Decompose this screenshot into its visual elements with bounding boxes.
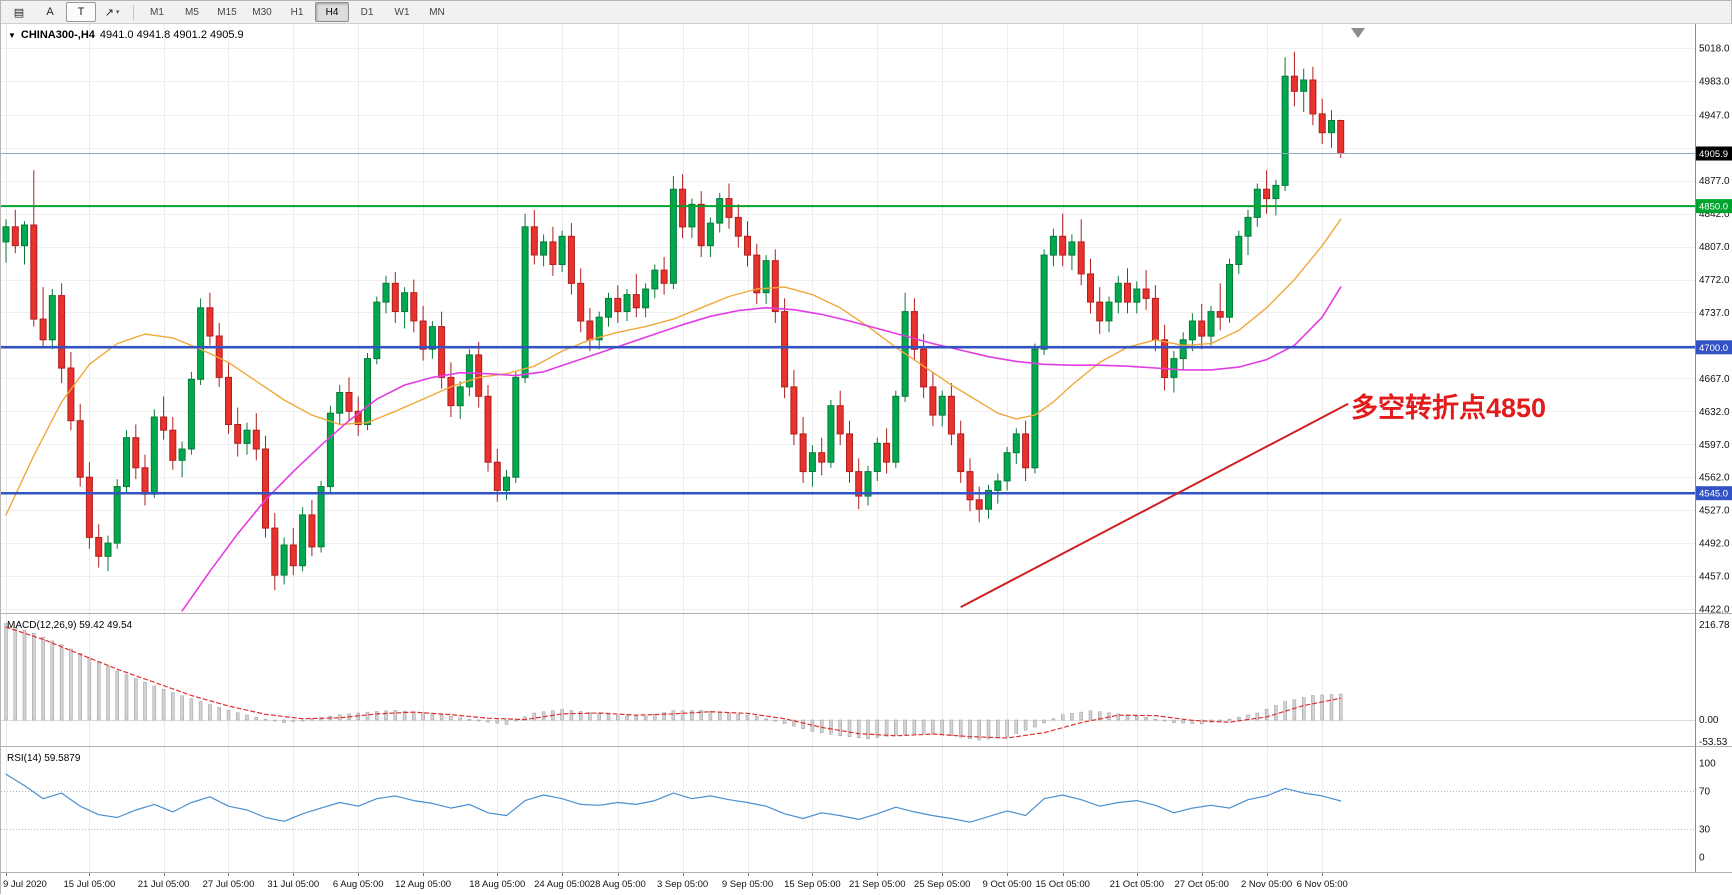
ohlc-values: 4941.0 4941.8 4901.2 4905.9 (99, 29, 244, 41)
time-axis-label: 27 Oct 05:00 (1174, 879, 1228, 890)
ma-slow-magenta-line (181, 286, 1342, 612)
time-axis-label: 9 Oct 05:00 (983, 879, 1032, 890)
window-layout-icon[interactable]: ▤ (13, 6, 25, 19)
price-axis-label: 4772.0 (1699, 275, 1730, 286)
price-tag-4700.0 (1696, 340, 1732, 355)
time-axis-label: 24 Aug 05:00 (534, 879, 590, 890)
price-axis-label: 5018.0 (1699, 44, 1730, 55)
timeframe-button-m30[interactable]: M30 (252, 6, 272, 18)
time-axis-label: 28 Aug 05:00 (590, 879, 646, 890)
dropdown-caret-icon[interactable]: ▾ (115, 9, 120, 16)
price-tag-text: 4850.0 (1699, 202, 1728, 213)
macd-axis-label: 216.78 (1699, 620, 1730, 631)
price-axis-label: 4562.0 (1699, 473, 1730, 484)
timeframe-toolbar: M1 M5 M15 M30 H1 H4 D1 W1 MN (140, 2, 454, 22)
price-axis-label: 4807.0 (1699, 242, 1730, 253)
symbol-ohlc-header: ▼ CHINA300-,H4 4941.0 4941.8 4901.2 4905… (8, 29, 244, 41)
time-axis-label: 6 Aug 05:00 (333, 879, 384, 890)
toolbar-tools-group: ▤ A T ↗ ▾ (4, 2, 127, 22)
price-tag-text: 4905.9 (1699, 149, 1728, 160)
text-tool-button[interactable]: T (66, 2, 96, 22)
price-axis[interactable]: 5018.0 4983.0 4947.0 4877.0 4842.0 4807.0 4772… (1696, 44, 1732, 616)
timeframe-button-mn[interactable]: MN (429, 6, 445, 18)
toolbar-divider (133, 4, 134, 20)
timeframe-button-m5[interactable]: M5 (185, 6, 199, 18)
toolbar: ▤ A T ↗ ▾ M1 M5 M15 M30 H1 H4 D1 W1 MN (1, 1, 1731, 24)
timeframe-button-h4[interactable]: H4 (315, 2, 349, 22)
time-axis-label: 18 Aug 05:00 (469, 879, 525, 890)
rsi-axis-label: 30 (1699, 824, 1711, 835)
horizontal-gridlines (1, 48, 1695, 610)
rsi-panel: RSI(14) 59.5879 100 70 30 0 (1, 753, 1716, 864)
price-axis-label: 4597.0 (1699, 440, 1730, 451)
chart-background (1, 24, 1732, 895)
price-tag-4545.0 (1696, 486, 1732, 501)
time-axis-label: 15 Sep 05:00 (784, 879, 841, 890)
panel-separators[interactable] (1, 613, 1732, 873)
price-axis-label: 4877.0 (1699, 176, 1730, 187)
rsi-axis-label: 70 (1699, 787, 1711, 798)
time-axis-label: 6 Nov 05:00 (1297, 879, 1348, 890)
price-axis-label: 4983.0 (1699, 76, 1730, 87)
price-axis-label: 4457.0 (1699, 572, 1730, 583)
collapse-caret-icon[interactable]: ▼ (8, 30, 16, 40)
symbol-label: CHINA300-,H4 (20, 29, 95, 41)
price-tag-4850.0 (1696, 199, 1732, 214)
time-axis-label: 9 Sep 05:00 (722, 879, 773, 890)
time-axis[interactable]: 9 Jul 2020 15 Jul 05:00 21 Jul 05:00 27 Jul… (3, 873, 1348, 890)
price-axis-label: 4422.0 (1699, 605, 1730, 616)
timeframe-button-h1[interactable]: H1 (290, 6, 304, 18)
time-axis-label: 21 Jul 05:00 (138, 879, 190, 890)
chart-shift-marker-icon[interactable] (1351, 28, 1365, 38)
timeframe-button-w1[interactable]: W1 (394, 6, 410, 18)
time-axis-label: 15 Jul 05:00 (64, 879, 116, 890)
drawing-tool-button[interactable]: ↗ ▾ (104, 6, 120, 19)
trendline[interactable] (960, 402, 1349, 608)
rsi-line (5, 773, 1342, 823)
macd-axis-label: 0.00 (1699, 715, 1719, 726)
rsi-axis-label: 0 (1699, 853, 1705, 864)
price-axis-label: 4842.0 (1699, 209, 1730, 220)
time-axis-label: 31 Jul 05:00 (267, 879, 319, 890)
price-tag-text: 4700.0 (1699, 343, 1728, 354)
time-axis-label: 21 Oct 05:00 (1110, 879, 1164, 890)
time-axis-label: 12 Aug 05:00 (395, 879, 451, 890)
price-axis-label: 4737.0 (1699, 308, 1730, 319)
macd-panel: MACD(12,26,9) 59.42 49.54 216.78 0.00 -53.5… (1, 620, 1730, 748)
macd-axis-label: -53.53 (1699, 737, 1728, 748)
price-tag-4905.9 (1696, 146, 1732, 161)
timeframe-button-m1[interactable]: M1 (150, 6, 164, 18)
time-axis-label: 15 Oct 05:00 (1035, 879, 1089, 890)
time-axis-label: 2 Nov 05:00 (1241, 879, 1292, 890)
timeframe-button-d1[interactable]: D1 (360, 6, 374, 18)
rsi-label: RSI(14) 59.5879 (7, 753, 81, 764)
cursor-tool-button[interactable]: A (46, 6, 54, 18)
time-axis-label: 27 Jul 05:00 (203, 879, 255, 890)
price-axis-label: 4527.0 (1699, 506, 1730, 517)
price-axis-label: 4492.0 (1699, 539, 1730, 550)
time-axis-label: 3 Sep 05:00 (657, 879, 708, 890)
price-tag-text: 4545.0 (1699, 489, 1728, 500)
macd-label: MACD(12,26,9) 59.42 49.54 (7, 620, 133, 631)
rsi-axis-label: 100 (1699, 759, 1716, 770)
ma-fast-orange-line (5, 218, 1342, 516)
macd-signal-line (5, 626, 1342, 739)
time-axis-label: 9 Jul 2020 (3, 879, 47, 890)
time-axis-label: 21 Sep 05:00 (849, 879, 906, 890)
time-axis-label: 25 Sep 05:00 (914, 879, 971, 890)
timeframe-button-m15[interactable]: M15 (217, 6, 237, 18)
price-axis-label: 4667.0 (1699, 374, 1730, 385)
annotation-text[interactable]: 多空转折点4850 (1351, 392, 1546, 423)
price-axis-label: 4632.0 (1699, 407, 1730, 418)
price-axis-label: 4947.0 (1699, 110, 1730, 121)
